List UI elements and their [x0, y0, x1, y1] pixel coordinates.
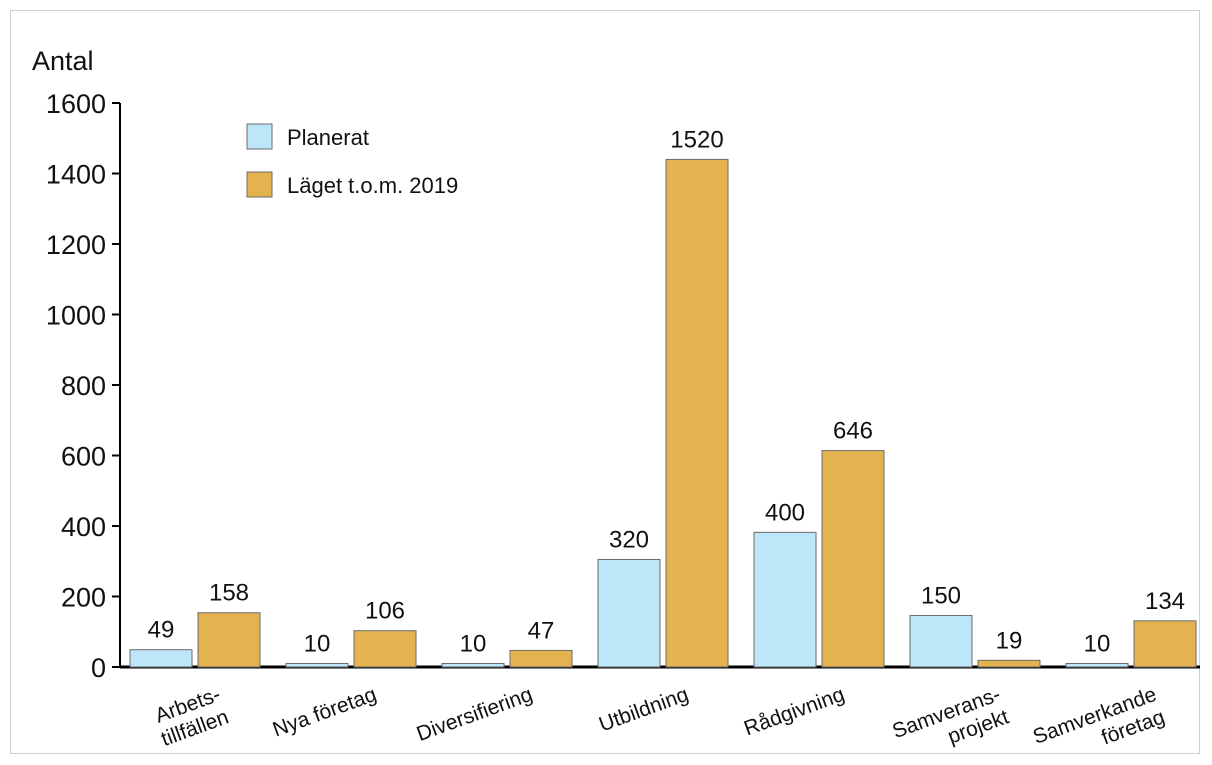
- data-label-laget-0: 158: [209, 580, 249, 607]
- bar-planerat-4: [753, 531, 817, 668]
- bar-planerat-1: [285, 662, 349, 668]
- data-label-planerat-5: 150: [921, 583, 961, 610]
- bar-laget-4: [821, 450, 885, 668]
- data-label-laget-6: 134: [1145, 588, 1185, 615]
- y-tick-label-800: 800: [61, 371, 106, 401]
- x-category-label-5: Samverans-projekt: [889, 683, 1012, 749]
- legend-label-laget: Läget t.o.m. 2019: [287, 173, 458, 198]
- y-tick-label-600: 600: [61, 442, 106, 472]
- y-tick-label-1600: 1600: [46, 89, 106, 119]
- x-category-label-2: Diversifiering: [414, 683, 536, 746]
- y-tick-label-0: 0: [91, 653, 106, 683]
- x-category-label-line: Diversifiering: [414, 683, 536, 746]
- data-label-planerat-6: 10: [1084, 630, 1111, 657]
- x-category-label-1: Nya företag: [270, 683, 380, 742]
- data-label-planerat-3: 320: [609, 526, 649, 553]
- data-label-planerat-0: 49: [148, 617, 175, 644]
- x-category-label-4: Rådgivning: [741, 683, 848, 741]
- data-label-laget-1: 106: [365, 598, 405, 625]
- x-category-label-3: Utbildning: [596, 683, 692, 737]
- bar-laget-0: [197, 612, 261, 668]
- x-category-label-line: Utbildning: [596, 683, 692, 737]
- data-label-planerat-2: 10: [460, 630, 487, 657]
- bar-planerat-6: [1065, 662, 1129, 668]
- y-tick-label-400: 400: [61, 512, 106, 542]
- y-tick-label-1000: 1000: [46, 301, 106, 331]
- data-label-laget-3: 1520: [670, 126, 723, 153]
- data-label-planerat-4: 400: [765, 499, 805, 526]
- bar-laget-2: [509, 649, 573, 668]
- bar-planerat-3: [597, 558, 661, 668]
- bar-planerat-2: [441, 662, 505, 668]
- bar-planerat-0: [129, 649, 193, 668]
- legend-swatch-planerat: [246, 123, 273, 150]
- x-category-label-line: Rådgivning: [741, 683, 848, 741]
- bar-laget-6: [1133, 620, 1197, 668]
- legend-swatch-laget: [246, 171, 273, 198]
- data-label-laget-2: 47: [528, 617, 555, 644]
- bar-laget-3: [665, 158, 729, 668]
- y-tick-label-1200: 1200: [46, 230, 106, 260]
- data-label-laget-5: 19: [996, 627, 1023, 654]
- data-label-laget-4: 646: [833, 418, 873, 445]
- legend-label-planerat: Planerat: [287, 125, 369, 150]
- y-tick-label-200: 200: [61, 583, 106, 613]
- bar-laget-1: [353, 630, 417, 668]
- y-axis-label: Antal: [32, 46, 94, 76]
- x-category-label-0: Arbets-tillfällen: [152, 683, 232, 751]
- x-category-label-line: Nya företag: [270, 683, 380, 742]
- data-label-planerat-1: 10: [304, 630, 331, 657]
- y-tick-label-1400: 1400: [46, 160, 106, 190]
- bar-planerat-5: [909, 615, 973, 668]
- bar-laget-5: [977, 659, 1041, 668]
